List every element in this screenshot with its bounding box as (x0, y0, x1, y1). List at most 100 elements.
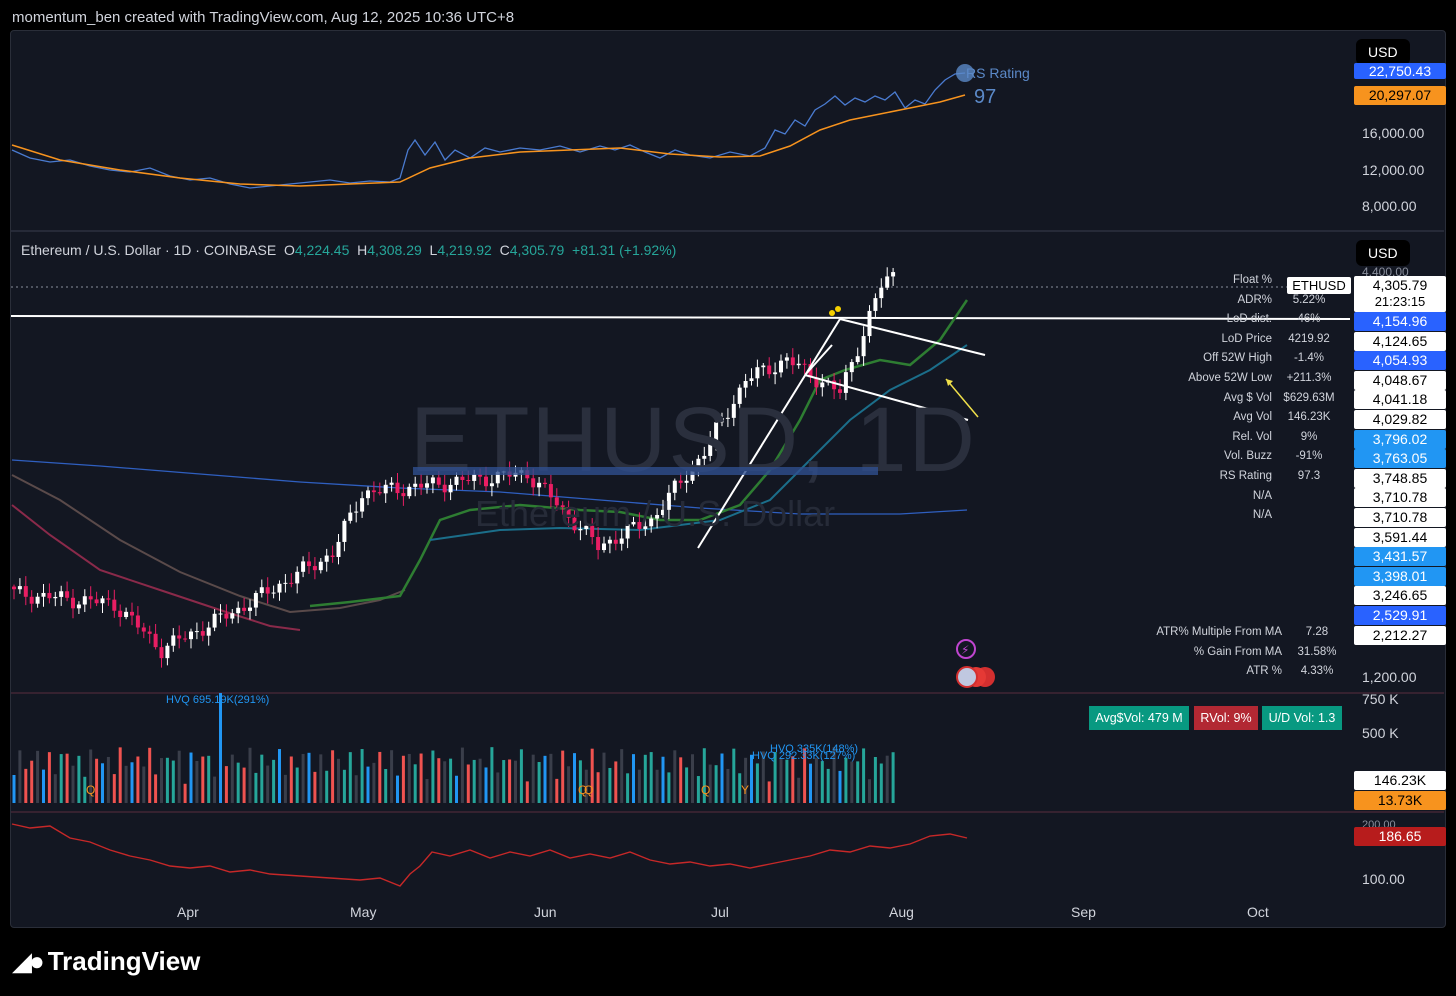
rs-label-orange: 20,297.07 (1354, 86, 1446, 105)
volume-bar (195, 761, 199, 803)
volume-bar (154, 774, 158, 803)
candle (200, 631, 205, 636)
volume-bar (390, 750, 394, 803)
volume-bar (519, 749, 523, 803)
candle (430, 477, 435, 484)
volume-bar (797, 777, 801, 803)
volume-bar (761, 751, 765, 803)
volume-bar (71, 765, 75, 803)
last-price-label: 4,305.79 21:23:15 (1354, 276, 1446, 312)
price-axis-label: 3,796.02 (1354, 429, 1446, 449)
volume-bar (738, 773, 742, 803)
price-axis-label: 3,710.78 (1354, 488, 1446, 508)
atr-key: ATR % (1246, 665, 1282, 678)
currency-button-top[interactable]: USD (1356, 39, 1410, 65)
candle (466, 479, 471, 481)
volume-bar (596, 772, 600, 803)
candle (838, 389, 842, 393)
volume-bar (260, 754, 264, 803)
volume-bar (189, 752, 193, 803)
volume-bars (12, 693, 895, 803)
rs-ma-line (11, 94, 966, 187)
tradingview-logo[interactable]: ◢● TradingView (12, 946, 201, 976)
candle (212, 613, 217, 628)
open-value: 4,224.45 (294, 242, 350, 258)
candle (779, 360, 783, 373)
candle (271, 592, 276, 594)
lower-pane-tick: 100.00 (1362, 871, 1405, 887)
candle (230, 613, 235, 619)
volume-bar (230, 754, 234, 803)
volume-bar (378, 751, 382, 803)
volume-bar (354, 775, 358, 803)
stat-value: 97.3 (1297, 470, 1321, 482)
volume-bar (248, 747, 252, 803)
candle (649, 518, 654, 527)
rs-rating-title: RS Rating (966, 65, 1030, 81)
chart-header: momentum_ben created with TradingView.co… (12, 9, 515, 26)
volume-bar (372, 762, 376, 803)
volume-bar (331, 750, 335, 803)
volume-bar (702, 748, 706, 803)
volume-bar (755, 763, 759, 803)
candle (71, 597, 75, 609)
candle (65, 591, 70, 598)
candle (147, 631, 152, 634)
candle (106, 598, 111, 600)
stat-value: +211.3% (1286, 372, 1332, 384)
ma-10 (309, 299, 969, 608)
candle (572, 517, 577, 531)
volume-bar (578, 760, 582, 803)
atr-value: 31.58% (1297, 645, 1337, 658)
candle (731, 403, 736, 418)
candle (696, 458, 701, 468)
candle (684, 480, 689, 483)
candle (619, 538, 624, 544)
candle (130, 611, 134, 616)
volume-bar (396, 775, 399, 803)
candle (377, 492, 382, 494)
volume-bar (525, 781, 529, 803)
volume-bar (278, 749, 281, 803)
candle (631, 521, 636, 525)
volume-tick: 500 K (1362, 725, 1399, 741)
candle (324, 555, 329, 562)
candle (702, 455, 707, 459)
volume-bar (773, 752, 777, 803)
ohlc-legend[interactable]: Ethereum / U.S. Dollar · 1D · COINBASE O… (21, 242, 677, 258)
volume-bar (301, 753, 305, 803)
watermark-bar (413, 467, 878, 475)
candle (425, 483, 429, 488)
tradingview-logo-icon: ◢● (12, 946, 45, 976)
volume-bar (862, 748, 866, 803)
volume-bar (183, 783, 187, 803)
volume-bar (620, 749, 624, 803)
volume-bar (555, 778, 559, 803)
volume-bar (803, 748, 807, 803)
arrow-line (945, 378, 979, 418)
volume-bar (691, 754, 694, 803)
avg-dollar-vol-badge: Avg$Vol: 479 M (1089, 706, 1189, 730)
volume-bar (661, 756, 665, 803)
candle (76, 604, 81, 609)
candle (371, 490, 376, 493)
volume-bar (59, 754, 63, 803)
volume-bar (879, 763, 883, 803)
candle (602, 543, 606, 551)
month-label: May (350, 904, 377, 920)
volume-bar (726, 768, 730, 803)
trend-line (697, 318, 841, 549)
volume-bar (289, 756, 293, 803)
atr-value: 4.33% (1300, 665, 1334, 678)
candle (720, 418, 724, 423)
candle (584, 525, 589, 530)
volume-bar (744, 757, 748, 803)
volume-bar (537, 762, 541, 803)
currency-button-main[interactable]: USD (1356, 240, 1410, 266)
candle (484, 476, 488, 487)
volume-bar (413, 764, 417, 803)
volume-current-label: 13.73K (1354, 791, 1446, 810)
price-axis-label: 3,763.05 (1354, 449, 1446, 469)
volume-bar (632, 754, 635, 803)
